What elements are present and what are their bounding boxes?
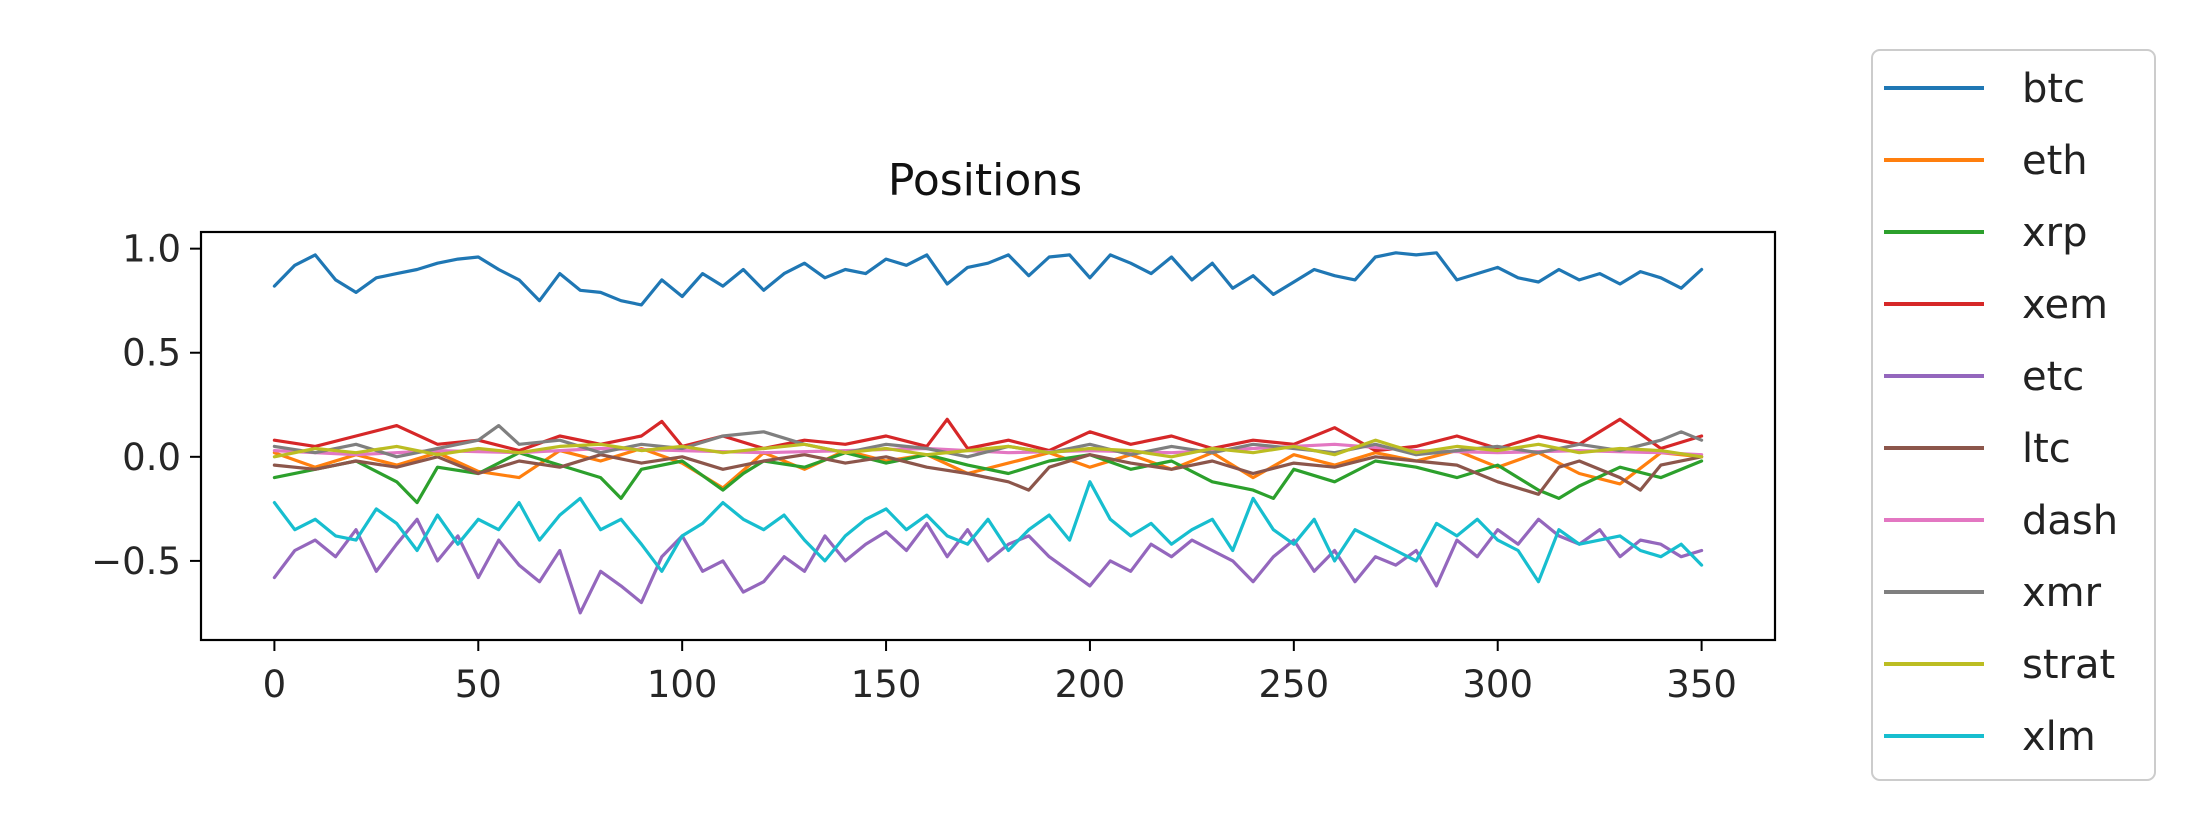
chart-title: Positions <box>888 155 1082 206</box>
x-tick-label: 50 <box>455 663 502 706</box>
series-line-xem <box>272 417 1704 453</box>
y-tick-label: 0.5 <box>122 332 181 375</box>
x-tick-label: 100 <box>647 663 718 706</box>
y-tick-label: 1.0 <box>122 228 181 271</box>
legend-label-xmr: xmr <box>2022 570 2102 616</box>
x-tick-label: 300 <box>1462 663 1533 706</box>
legend-label-etc: etc <box>2022 354 2084 400</box>
legend-label-xem: xem <box>2022 282 2108 328</box>
series-line-etc <box>272 517 1704 615</box>
x-tick-label: 150 <box>851 663 922 706</box>
legend-label-dash: dash <box>2022 498 2118 544</box>
x-tick-label: 350 <box>1666 663 1737 706</box>
y-tick-label: −0.5 <box>91 540 181 583</box>
plot-frame <box>199 230 1777 642</box>
y-tick-label: 0.0 <box>122 436 181 479</box>
legend-label-ltc: ltc <box>2022 426 2071 472</box>
legend-label-strat: strat <box>2022 642 2115 688</box>
series-line-xrp <box>272 451 1704 505</box>
series-line-xmr <box>272 424 1704 459</box>
series-line-xlm <box>272 480 1704 584</box>
x-tick-label: 0 <box>263 663 287 706</box>
legend-label-eth: eth <box>2022 138 2088 184</box>
series-line-strat <box>272 438 1704 459</box>
legend-label-btc: btc <box>2022 66 2085 112</box>
series-line-btc <box>272 251 1704 307</box>
legend-label-xrp: xrp <box>2022 210 2088 256</box>
x-tick-label: 250 <box>1259 663 1330 706</box>
series-line-ltc <box>272 453 1704 496</box>
legend-label-xlm: xlm <box>2022 714 2096 760</box>
x-tick-label: 200 <box>1055 663 1126 706</box>
